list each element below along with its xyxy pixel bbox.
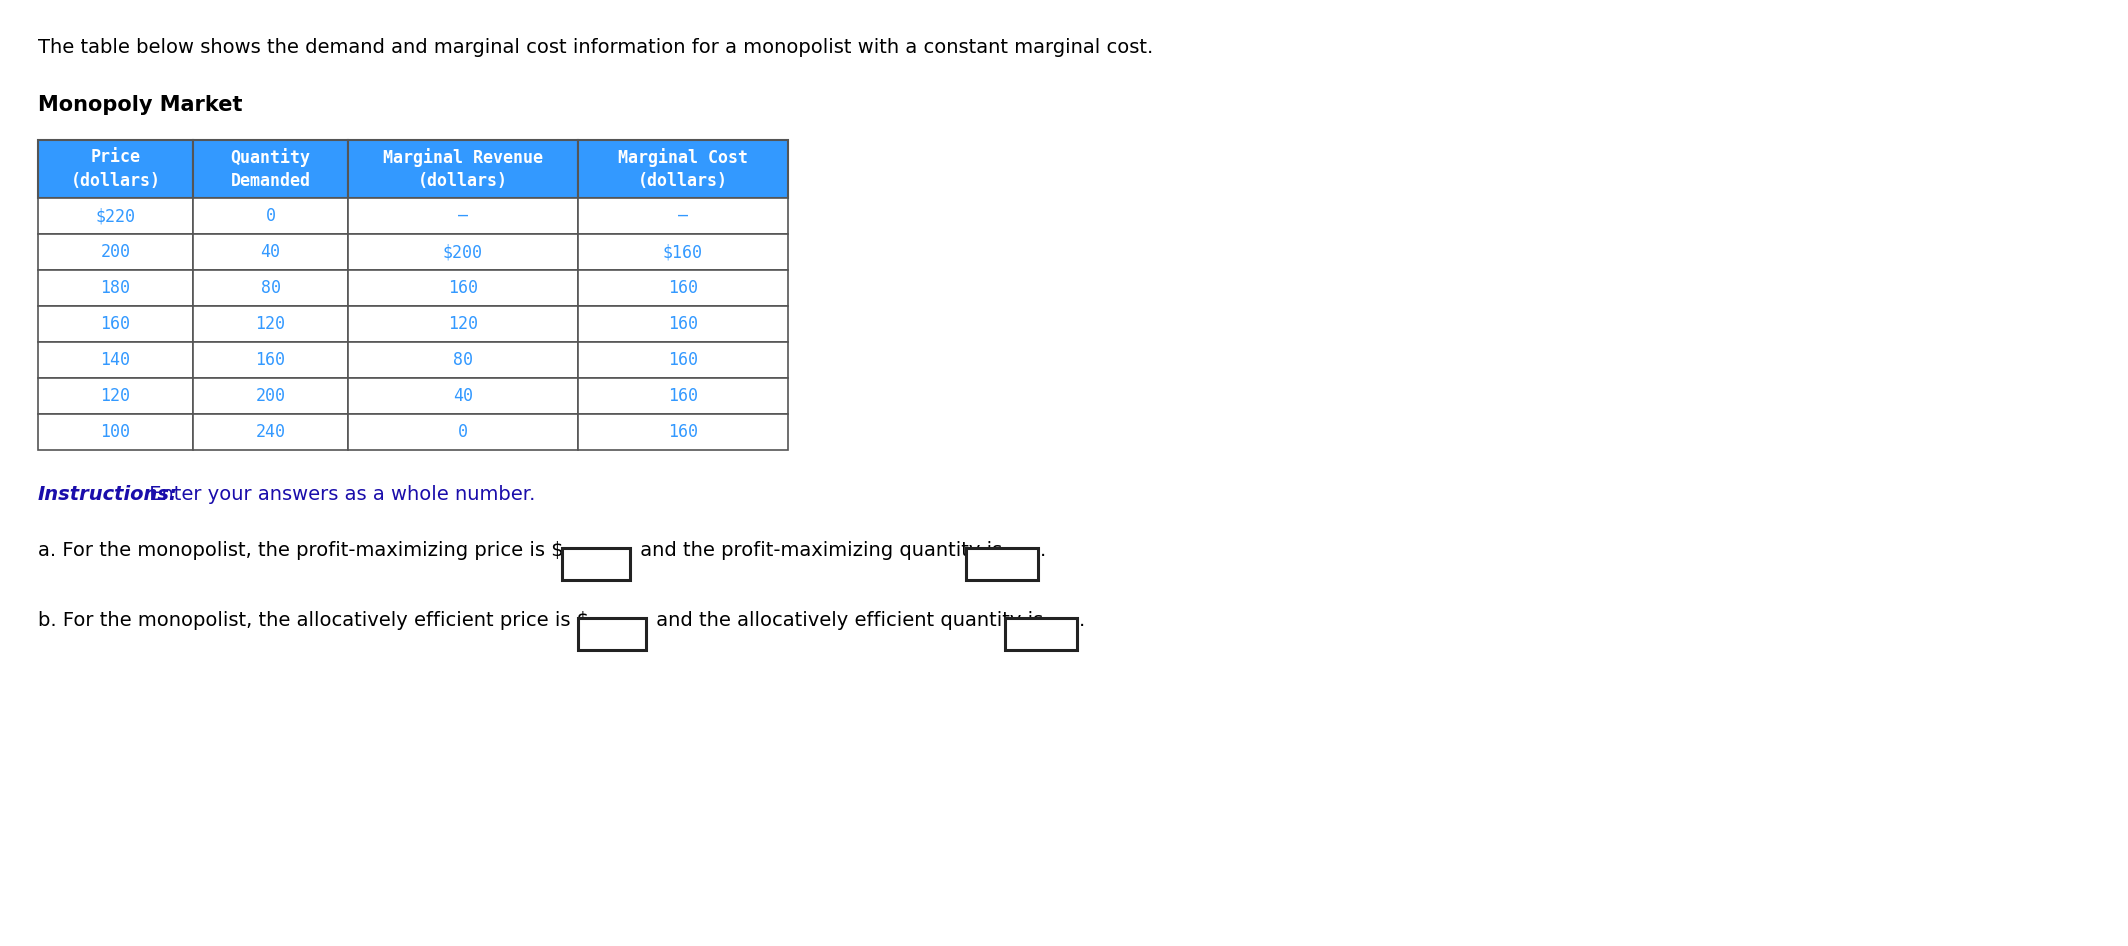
Bar: [194, 342, 349, 378]
Bar: [349, 378, 579, 414]
Bar: [966, 548, 1038, 580]
Text: 0: 0: [266, 207, 275, 225]
Bar: [349, 140, 579, 198]
Text: Monopoly Market: Monopoly Market: [38, 95, 243, 115]
Text: Marginal Revenue
(dollars): Marginal Revenue (dollars): [383, 148, 543, 190]
Text: Price
(dollars): Price (dollars): [70, 149, 160, 190]
Text: 80: 80: [453, 351, 472, 369]
Bar: [38, 378, 194, 414]
Bar: [349, 270, 579, 306]
Text: 0: 0: [458, 423, 468, 441]
Bar: [579, 618, 647, 650]
Bar: [579, 270, 787, 306]
Text: 120: 120: [100, 387, 130, 405]
Text: 160: 160: [668, 351, 698, 369]
Text: a. For the monopolist, the profit-maximizing price is $: a. For the monopolist, the profit-maximi…: [38, 541, 564, 560]
Text: $220: $220: [96, 207, 136, 225]
Bar: [349, 198, 579, 234]
Bar: [579, 378, 787, 414]
Text: –: –: [679, 207, 687, 225]
Text: 140: 140: [100, 351, 130, 369]
Text: 120: 120: [449, 315, 479, 333]
Text: 200: 200: [100, 243, 130, 261]
Text: $200: $200: [443, 243, 483, 261]
Bar: [38, 342, 194, 378]
Text: .: .: [1079, 611, 1085, 630]
Text: 40: 40: [260, 243, 281, 261]
Bar: [562, 548, 630, 580]
Bar: [349, 306, 579, 342]
Bar: [194, 306, 349, 342]
Bar: [194, 414, 349, 450]
Bar: [38, 306, 194, 342]
Bar: [579, 234, 787, 270]
Bar: [579, 342, 787, 378]
Bar: [579, 140, 787, 198]
Bar: [194, 198, 349, 234]
Text: 80: 80: [260, 279, 281, 297]
Bar: [38, 234, 194, 270]
Text: 40: 40: [453, 387, 472, 405]
Text: Marginal Cost
(dollars): Marginal Cost (dollars): [617, 148, 749, 190]
Text: b. For the monopolist, the allocatively efficient price is $: b. For the monopolist, the allocatively …: [38, 611, 589, 630]
Bar: [349, 234, 579, 270]
Bar: [38, 198, 194, 234]
Text: 160: 160: [668, 423, 698, 441]
Bar: [579, 414, 787, 450]
Bar: [194, 270, 349, 306]
Text: and the profit-maximizing quantity is: and the profit-maximizing quantity is: [634, 541, 1009, 560]
Bar: [1004, 618, 1077, 650]
Text: .: .: [1041, 541, 1047, 560]
Text: 160: 160: [668, 279, 698, 297]
Bar: [349, 414, 579, 450]
Bar: [194, 234, 349, 270]
Bar: [579, 306, 787, 342]
Bar: [38, 140, 194, 198]
Text: $160: $160: [664, 243, 702, 261]
Bar: [194, 140, 349, 198]
Text: 100: 100: [100, 423, 130, 441]
Bar: [38, 270, 194, 306]
Text: and the allocatively efficient quantity is: and the allocatively efficient quantity …: [649, 611, 1049, 630]
Text: The table below shows the demand and marginal cost information for a monopolist : The table below shows the demand and mar…: [38, 38, 1153, 57]
Text: Quantity
Demanded: Quantity Demanded: [230, 148, 311, 190]
Bar: [38, 414, 194, 450]
Text: 240: 240: [255, 423, 285, 441]
Bar: [579, 198, 787, 234]
Text: 160: 160: [100, 315, 130, 333]
Bar: [349, 342, 579, 378]
Text: 160: 160: [449, 279, 479, 297]
Text: 180: 180: [100, 279, 130, 297]
Text: –: –: [458, 207, 468, 225]
Text: 200: 200: [255, 387, 285, 405]
Text: 120: 120: [255, 315, 285, 333]
Text: Enter your answers as a whole number.: Enter your answers as a whole number.: [143, 485, 536, 504]
Text: 160: 160: [668, 315, 698, 333]
Text: 160: 160: [255, 351, 285, 369]
Text: 160: 160: [668, 387, 698, 405]
Bar: [194, 378, 349, 414]
Text: Instructions:: Instructions:: [38, 485, 179, 504]
